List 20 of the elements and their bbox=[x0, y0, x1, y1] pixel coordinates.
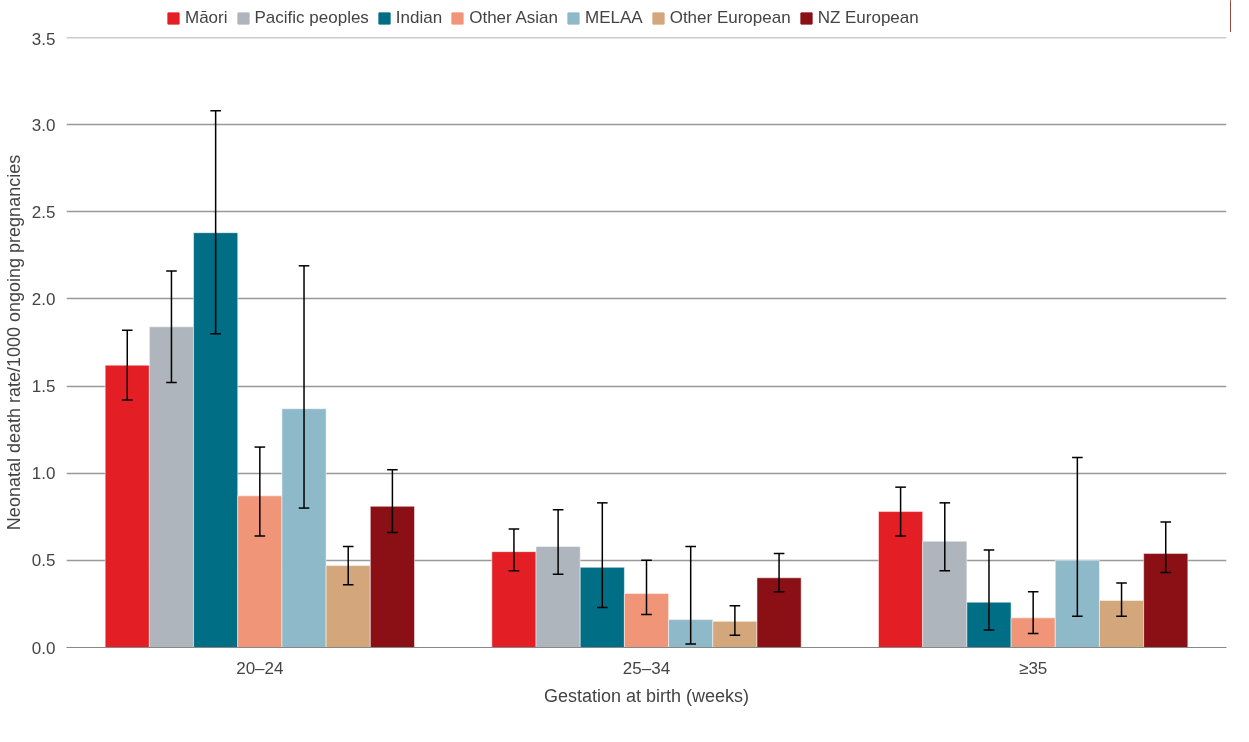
legend-label: Pacific peoples bbox=[254, 8, 369, 28]
x-axis-title: Gestation at birth (weeks) bbox=[543, 685, 750, 706]
y-tick-label: 0.5 bbox=[31, 551, 56, 571]
y-axis-title: Neonatal death rate/1000 ongoing pregnancies bbox=[3, 154, 24, 531]
legend-label: Other Asian bbox=[469, 8, 559, 28]
legend-label: Indian bbox=[395, 8, 443, 28]
legend-label: NZ European bbox=[817, 8, 919, 28]
y-tick-label: 2.0 bbox=[31, 289, 56, 309]
y-tick-label: 3.5 bbox=[31, 29, 56, 49]
legend-label: Other European bbox=[669, 8, 791, 28]
y-tick-label: 3.0 bbox=[31, 115, 56, 135]
y-tick-label: 2.5 bbox=[31, 202, 56, 222]
legend-label: Māori bbox=[185, 8, 228, 28]
x-tick-label: 25–34 bbox=[622, 658, 671, 678]
y-tick-label: 0.0 bbox=[31, 638, 56, 658]
x-tick-label: ≥35 bbox=[1019, 658, 1048, 678]
y-tick-label: 1.0 bbox=[31, 464, 56, 484]
legend-label: MELAA bbox=[585, 8, 643, 28]
y-tick-label: 1.5 bbox=[31, 377, 56, 397]
x-tick-label: 20–24 bbox=[236, 658, 284, 678]
